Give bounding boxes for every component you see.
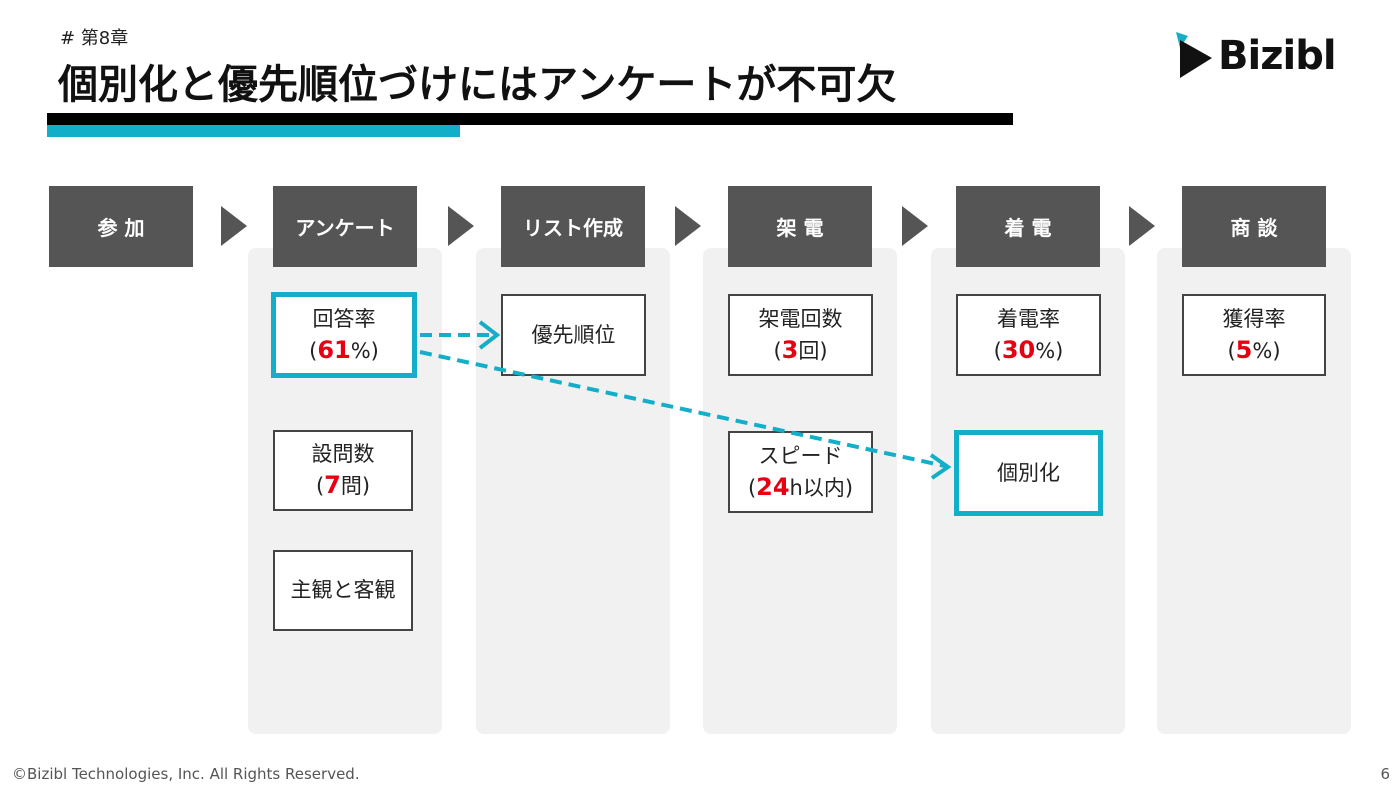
arrowhead-icon: [478, 320, 501, 350]
title-underline: [47, 113, 1013, 125]
stage-list-creation: リスト作成: [501, 186, 645, 267]
box-call-count: 架電回数 (3回): [728, 294, 873, 376]
box-connect-rate: 着電率 (30%): [956, 294, 1101, 376]
stage-deal: 商 談: [1182, 186, 1326, 267]
box-label: 回答率: [312, 306, 376, 331]
box-label: 獲得率: [1222, 306, 1286, 331]
paren-open: (: [993, 338, 1002, 363]
metric-value: 30: [1001, 335, 1036, 364]
arrow-to-personalization: [419, 350, 946, 468]
metric-value: 3: [781, 335, 799, 364]
page-title: 個別化と優先順位づけにはアンケートが不可欠: [58, 62, 897, 108]
box-label: 設問数: [311, 442, 375, 466]
metric-value: 7: [324, 471, 341, 499]
box-label: 主観と客観: [290, 578, 396, 602]
box-response-rate: 回答率 (61%): [271, 292, 417, 378]
chevron-right-icon: [221, 206, 247, 246]
paren-open: (: [773, 338, 782, 363]
paren-open: (: [747, 475, 757, 500]
metric-unit: 回): [798, 338, 828, 363]
box-priority: 優先順位: [501, 294, 646, 376]
stage-participation: 参 加: [49, 186, 193, 267]
paren-open: (: [309, 338, 318, 363]
paren-open: (: [315, 474, 325, 498]
metric-unit: %): [1252, 338, 1281, 363]
metric-unit: %): [350, 338, 379, 363]
metric-value: 61: [317, 335, 351, 364]
title-accent-bar: [47, 125, 460, 137]
box-label: スピード: [758, 443, 843, 468]
box-win-rate: 獲得率 (5%): [1182, 294, 1326, 376]
metric-unit: h以内): [789, 475, 854, 500]
play-icon: [1172, 30, 1216, 82]
box-subjective-objective: 主観と客観: [273, 550, 413, 631]
box-question-count: 設問数 (7問): [273, 430, 413, 511]
bizibl-logo: Bizibl: [1172, 30, 1337, 82]
stage-survey: アンケート: [273, 186, 417, 267]
chevron-right-icon: [1129, 206, 1155, 246]
stage-call: 架 電: [728, 186, 872, 267]
box-label: 架電回数: [758, 306, 843, 331]
metric-value: 24: [756, 472, 790, 501]
metric-unit: 問): [340, 474, 371, 498]
arrowhead-icon: [929, 453, 952, 480]
paren-open: (: [1227, 338, 1236, 363]
metric-unit: %): [1035, 338, 1064, 363]
chevron-right-icon: [448, 206, 474, 246]
page-number: 6: [1380, 765, 1390, 783]
chevron-right-icon: [902, 206, 928, 246]
metric-value: 5: [1235, 335, 1253, 364]
stage-connect: 着 電: [956, 186, 1100, 267]
box-label: 個別化: [997, 460, 1060, 485]
copyright: ©Bizibl Technologies, Inc. All Rights Re…: [12, 765, 360, 783]
box-label: 優先順位: [531, 322, 616, 347]
chapter-label: # 第8章: [60, 28, 129, 49]
box-label: 着電率: [997, 306, 1060, 331]
chevron-right-icon: [675, 206, 701, 246]
box-personalization: 個別化: [954, 430, 1103, 516]
logo-text: Bizibl: [1218, 33, 1337, 79]
